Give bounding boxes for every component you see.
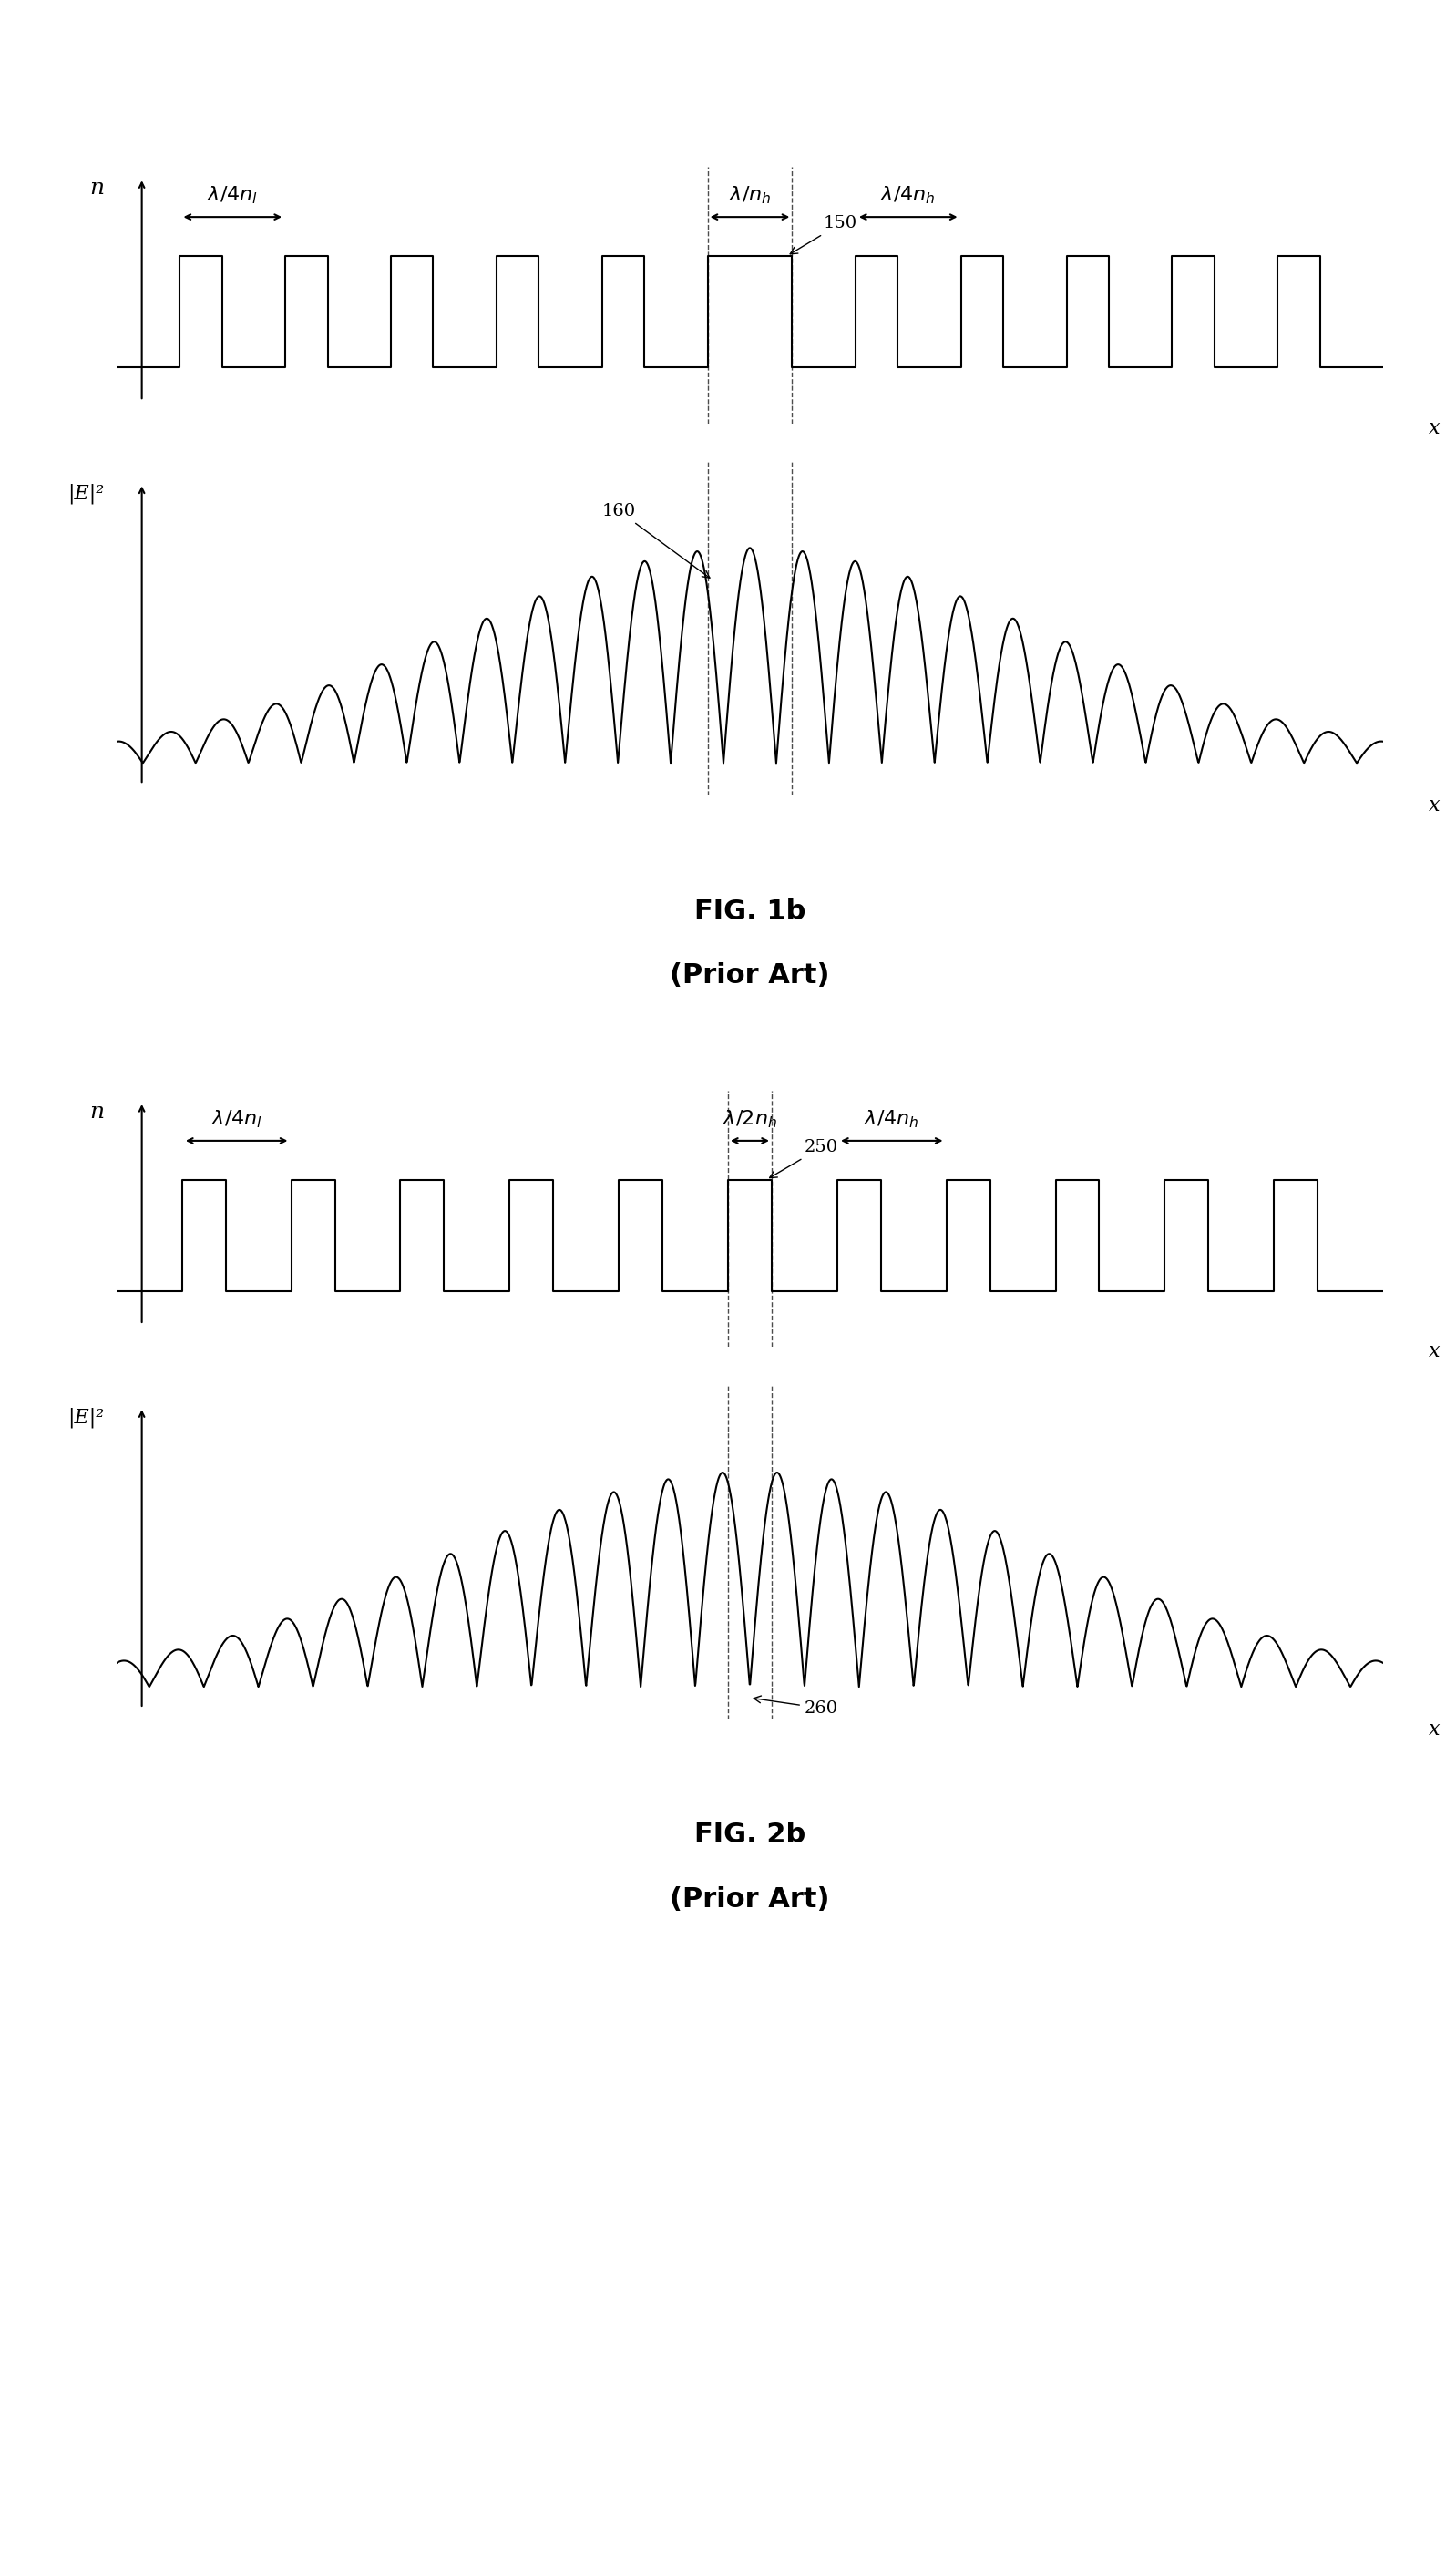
Text: n: n	[89, 177, 103, 200]
Text: $\lambda/4n_h$: $\lambda/4n_h$	[881, 185, 936, 205]
Text: x: x	[1428, 795, 1440, 816]
Text: FIG. 2b: FIG. 2b	[695, 1822, 805, 1848]
Text: (Prior Art): (Prior Art)	[670, 962, 830, 988]
Text: $\lambda/4n_h$: $\lambda/4n_h$	[865, 1109, 919, 1129]
Text: |E|²: |E|²	[67, 482, 103, 503]
Text: x: x	[1428, 418, 1440, 439]
Text: FIG. 1b: FIG. 1b	[695, 898, 805, 924]
Text: |E|²: |E|²	[67, 1406, 103, 1427]
Text: 160: 160	[603, 503, 709, 577]
Text: $\lambda/4n_l$: $\lambda/4n_l$	[207, 185, 258, 205]
Text: $\lambda/2n_h$: $\lambda/2n_h$	[722, 1109, 778, 1129]
Text: 250: 250	[770, 1139, 839, 1178]
Text: n: n	[89, 1101, 103, 1124]
Text: 150: 150	[791, 216, 858, 254]
Text: $\lambda/n_h$: $\lambda/n_h$	[728, 185, 772, 205]
Text: x: x	[1428, 1719, 1440, 1740]
Text: (Prior Art): (Prior Art)	[670, 1886, 830, 1912]
Text: 260: 260	[754, 1696, 839, 1717]
Text: x: x	[1428, 1342, 1440, 1363]
Text: $\lambda/4n_l$: $\lambda/4n_l$	[211, 1109, 262, 1129]
